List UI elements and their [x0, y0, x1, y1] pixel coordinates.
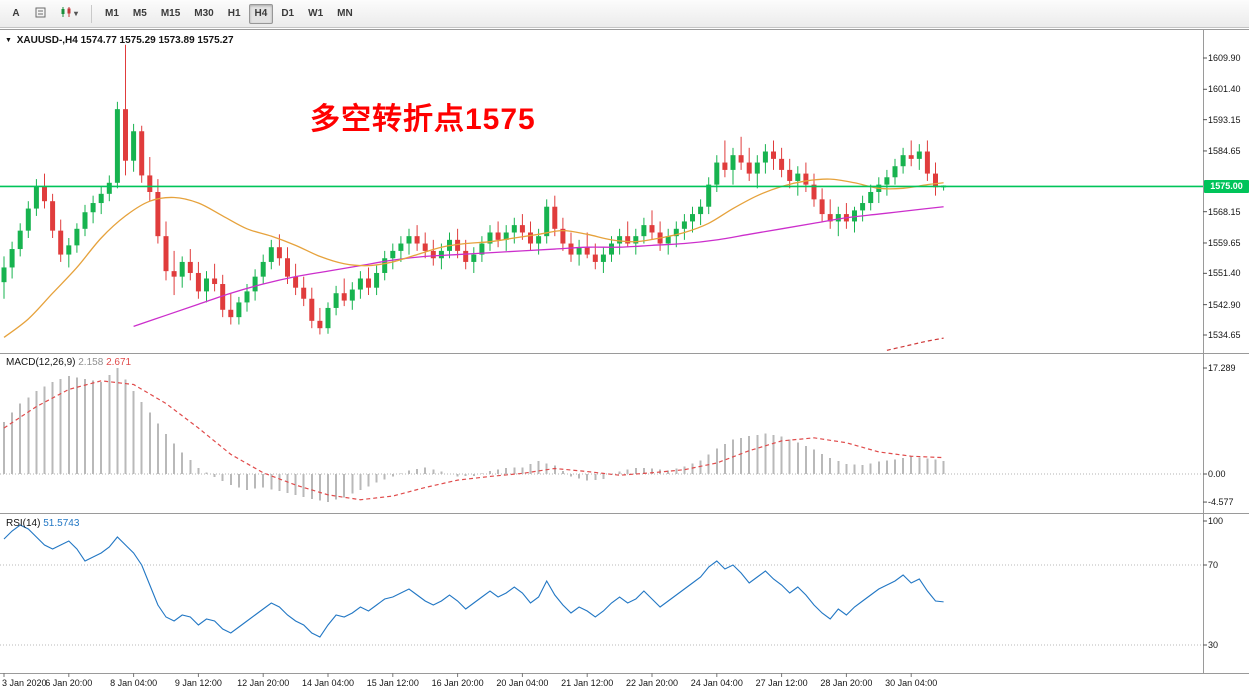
chevron-down-icon: ▾	[74, 9, 79, 18]
toolbar: A ▾ M1 M5 M15 M30 H1 H4 D1 W1 MN	[0, 0, 1249, 28]
ma-fast-line	[3, 178, 944, 338]
candlestick-icon	[60, 6, 72, 21]
timeframe-button-m5[interactable]: M5	[127, 4, 153, 24]
toolbar-separator	[91, 4, 93, 23]
text-tool-icon	[35, 7, 46, 21]
timeframe-button-m1[interactable]: M1	[99, 4, 125, 24]
timeframe-group: M1 M5 M15 M30 H1 H4 D1 W1 MN	[99, 3, 359, 24]
ma-slow-line	[133, 206, 944, 327]
timeframe-button-m15[interactable]: M15	[155, 4, 186, 24]
timeframe-button-h4[interactable]: H4	[248, 3, 274, 24]
aux-red-dashed-line	[886, 337, 944, 351]
text-tool-button[interactable]	[29, 4, 52, 24]
macd-histogram	[3, 368, 945, 503]
timeframe-button-h1[interactable]: H1	[222, 4, 247, 24]
chart-objects-dropdown[interactable]: ▾	[54, 4, 84, 24]
timeframe-button-w1[interactable]: W1	[302, 4, 329, 24]
timeframe-button-d1[interactable]: D1	[275, 4, 300, 24]
timeframe-button-m30[interactable]: M30	[188, 4, 219, 24]
candles-layer	[1, 44, 947, 335]
cursor-tool-button[interactable]: A	[5, 4, 27, 24]
timeframe-button-mn[interactable]: MN	[331, 4, 359, 24]
rsi-line	[3, 524, 944, 638]
macd-signal-line	[3, 380, 944, 501]
